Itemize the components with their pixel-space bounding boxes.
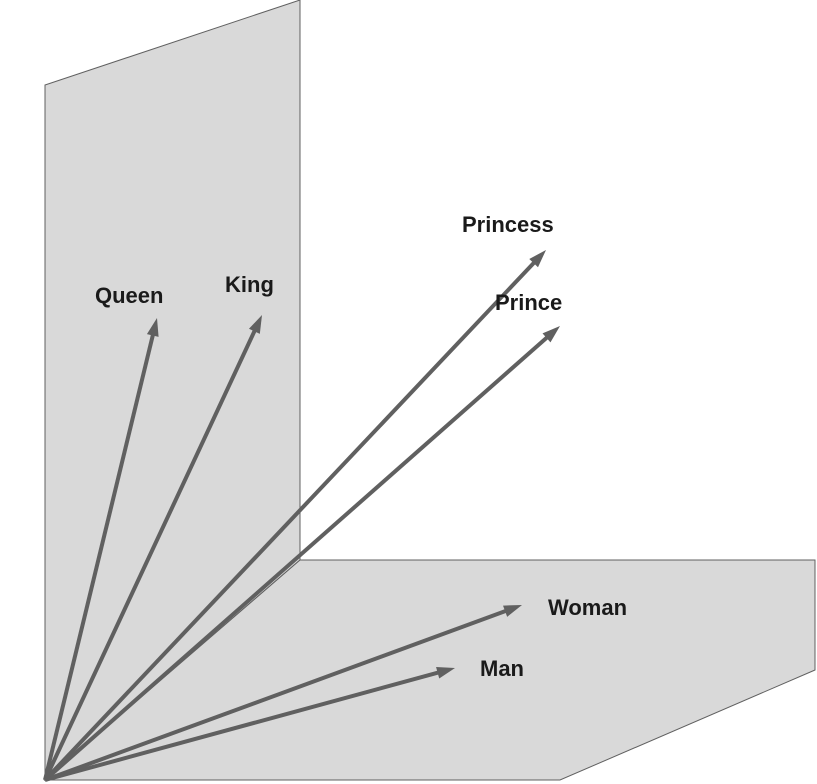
label-king: King: [225, 272, 274, 297]
vector-space-diagram: Queen King Princess Prince Woman Man: [0, 0, 817, 784]
label-man: Man: [480, 656, 524, 681]
label-woman: Woman: [548, 595, 627, 620]
label-prince: Prince: [495, 290, 562, 315]
label-princess: Princess: [462, 212, 554, 237]
label-queen: Queen: [95, 283, 163, 308]
